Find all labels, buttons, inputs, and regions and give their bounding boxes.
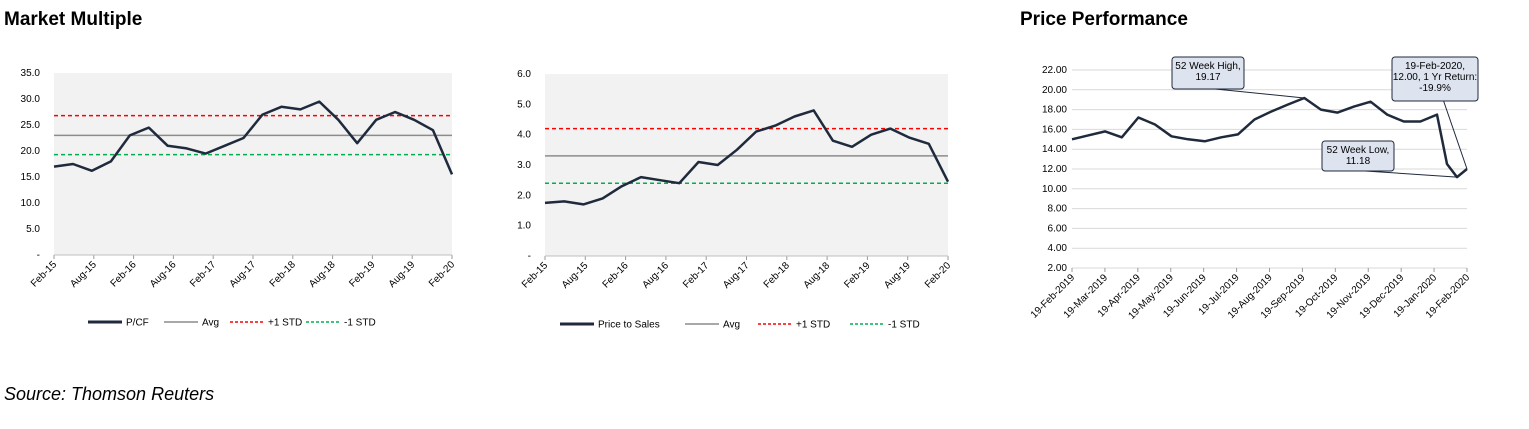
x-tick-label: Feb-15 — [520, 260, 550, 290]
y-tick-label: 6.00 — [1048, 223, 1068, 234]
y-tick-label: 4.0 — [517, 130, 531, 141]
callout-text: 12.00, 1 Yr Return: — [1393, 72, 1477, 83]
market-multiple-heading: Market Multiple — [4, 9, 143, 30]
plot-area — [545, 74, 948, 256]
legend-label: +1 STD — [268, 318, 302, 329]
legend-label: -1 STD — [344, 318, 376, 329]
y-tick-label: 2.00 — [1048, 263, 1068, 274]
callout-text: 52 Week High, — [1175, 61, 1240, 72]
x-tick-label: Aug-19 — [882, 260, 913, 291]
y-tick-label: 3.0 — [517, 160, 531, 171]
plot-area — [54, 73, 452, 255]
y-tick-label: 15.0 — [21, 172, 41, 183]
source-note: Source: Thomson Reuters — [4, 384, 215, 404]
y-tick-label: 5.0 — [26, 224, 40, 235]
callout-box — [1171, 56, 1245, 90]
pcf-chart: 35.0 30.0 25.0 20.0 15.0 10.0 5.0 -Feb-15 Aug-15… — [21, 68, 458, 329]
callout-text: 19.17 — [1195, 72, 1220, 83]
series-line — [544, 109, 950, 206]
x-tick-label: Aug-15 — [560, 260, 591, 291]
x-tick-label: Feb-17 — [681, 260, 711, 290]
x-tick-label: Feb-16 — [109, 259, 139, 289]
callout-leader — [1365, 170, 1458, 178]
legend-label: P/CF — [126, 318, 149, 329]
y-tick-label: 35.0 — [21, 68, 41, 79]
high-callout: 52 Week High,19.17 — [1171, 56, 1305, 99]
y-tick-label: 30.0 — [21, 94, 41, 105]
callout-leader — [1443, 100, 1468, 170]
callout-text: 19-Feb-2020, — [1405, 61, 1465, 72]
y-tick-label: 12.00 — [1042, 164, 1067, 175]
y-tick-label: 16.00 — [1042, 124, 1067, 135]
price-performance-heading: Price Performance — [1020, 9, 1188, 30]
x-tick-label: Feb-19 — [842, 260, 872, 290]
return-callout: 19-Feb-2020,12.00, 1 Yr Return:-19.9% — [1391, 56, 1479, 170]
callout-box — [1321, 140, 1395, 172]
x-tick-label: Aug-16 — [148, 259, 179, 290]
x-tick-label: Feb-18 — [268, 259, 298, 289]
callout-text: 52 Week Low, — [1327, 145, 1390, 156]
legend-label: +1 STD — [796, 320, 830, 331]
x-tick-label: Aug-16 — [640, 260, 671, 291]
x-tick-label: Feb-19 — [347, 259, 377, 289]
y-tick-label: 18.00 — [1042, 105, 1067, 116]
y-tick-label: 1.0 — [517, 221, 531, 232]
y-tick-label: 2.0 — [517, 190, 531, 201]
y-tick-label: 10.00 — [1042, 184, 1067, 195]
x-tick-label: Feb-20 — [923, 260, 953, 290]
x-tick-label: Aug-18 — [307, 259, 338, 290]
y-tick-label: - — [528, 251, 531, 262]
y-tick-label: 4.00 — [1048, 243, 1068, 254]
y-tick-label: 5.0 — [517, 99, 531, 110]
legend-label: Avg — [723, 320, 740, 331]
x-tick-label: Aug-17 — [721, 260, 752, 291]
x-tick-label: Aug-15 — [68, 259, 99, 290]
y-tick-label: 22.00 — [1042, 65, 1067, 76]
price-to-sales-chart: 6.0 5.0 4.0 3.0 2.0 1.0 -Feb-15 Aug-15 Feb-16 Aug… — [517, 69, 953, 331]
y-tick-label: 6.0 — [517, 69, 531, 80]
callout-leader — [1215, 88, 1305, 99]
x-tick-label: Aug-17 — [228, 259, 259, 290]
callout-text: 11.18 — [1346, 156, 1371, 167]
x-tick-label: Feb-17 — [188, 259, 218, 289]
y-tick-label: 14.00 — [1042, 144, 1067, 155]
legend-label: -1 STD — [888, 320, 920, 331]
y-tick-label: 25.0 — [21, 120, 41, 131]
x-tick-label: Aug-19 — [387, 259, 418, 290]
legend-label: Avg — [202, 318, 219, 329]
y-tick-label: 20.00 — [1042, 85, 1067, 96]
y-tick-label: 20.0 — [21, 146, 41, 157]
price-performance-chart: 22.00 20.00 18.00 16.00 14.00 12.00 10.00 8.00 6… — [1029, 56, 1479, 322]
callout-box — [1391, 56, 1479, 102]
x-tick-label: Feb-18 — [762, 260, 792, 290]
y-tick-label: - — [37, 250, 40, 261]
x-tick-label: Feb-20 — [427, 259, 457, 289]
low-callout: 52 Week Low,11.18 — [1321, 140, 1458, 178]
x-tick-label: Feb-15 — [29, 259, 59, 289]
price-line — [1071, 96, 1468, 179]
y-tick-label: 10.0 — [21, 198, 41, 209]
series-line — [53, 100, 454, 175]
x-tick-label: Feb-16 — [601, 260, 631, 290]
legend-label: Price to Sales — [598, 320, 660, 331]
y-tick-label: 8.00 — [1048, 204, 1068, 215]
x-tick-label: Aug-18 — [802, 260, 833, 291]
callout-text: -19.9% — [1419, 83, 1451, 94]
